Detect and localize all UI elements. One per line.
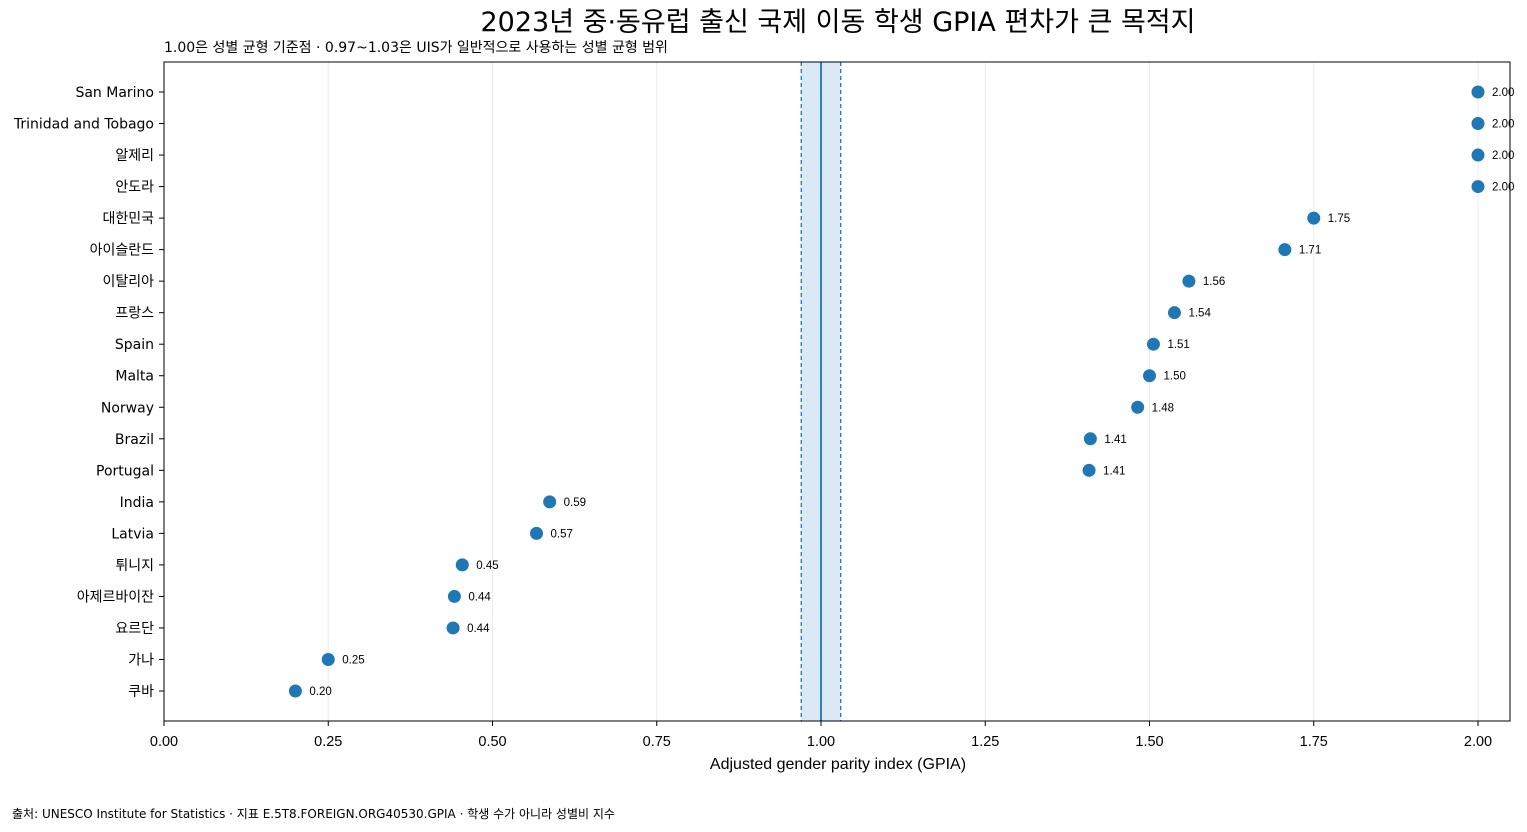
data-label: 1.71	[1299, 245, 1321, 257]
data-label: 1.75	[1328, 213, 1350, 225]
x-tick-label: 1.75	[1300, 734, 1328, 750]
chart-subtitle: 1.00은 성별 균형 기준점 · 0.97~1.03은 UIS가 일반적으로 …	[164, 40, 668, 56]
category-label: Brazil	[115, 432, 154, 448]
data-point	[530, 526, 544, 540]
category-label: 요르단	[115, 621, 154, 637]
chart-title: 2023년 중·동유럽 출신 국제 이동 학생 GPIA 편차가 큰 목적지	[481, 7, 1196, 38]
data-label: 2.00	[1492, 150, 1514, 162]
data-label: 1.51	[1167, 339, 1189, 351]
category-label: 대한민국	[102, 211, 154, 227]
data-label: 1.41	[1104, 434, 1126, 446]
data-label: 1.48	[1152, 402, 1174, 414]
category-label: Portugal	[96, 463, 154, 479]
data-label: 0.45	[476, 560, 498, 572]
axes: 0.00 0.25 0.50 0.75 1.00 1.25 1.50 1.75 2.00	[150, 61, 1511, 750]
category-label: 쿠바	[128, 684, 154, 700]
data-label: 1.41	[1103, 465, 1125, 477]
data-point	[288, 684, 302, 698]
data-point	[1278, 243, 1292, 257]
data-label: 0.57	[551, 528, 573, 540]
data-point	[1471, 85, 1485, 99]
parity-band-group	[800, 62, 842, 721]
category-label: Latvia	[111, 526, 154, 542]
x-tick-label: 0.00	[150, 734, 178, 750]
data-point	[1471, 180, 1485, 194]
category-label: Norway	[101, 400, 154, 416]
data-point	[455, 558, 469, 572]
category-label: 가나	[128, 652, 154, 668]
plot-frame	[163, 61, 1511, 722]
data-label: 0.25	[342, 654, 364, 666]
category-label: Malta	[115, 369, 154, 385]
category-label: 이탈리아	[102, 274, 154, 290]
category-label: Trinidad and Tobago	[13, 117, 154, 133]
data-label: 2.00	[1492, 119, 1514, 131]
x-tick-label: 1.25	[971, 734, 999, 750]
category-labels: San Marino Trinidad and Tobago 알제리안도라대한민국아…	[13, 85, 154, 700]
category-label: 아이슬란드	[90, 243, 155, 259]
data-point	[1143, 369, 1156, 383]
x-axis-label: Adjusted gender parity index (GPIA)	[710, 756, 966, 773]
data-label: 2.00	[1492, 87, 1514, 99]
category-label: India	[120, 495, 154, 511]
category-label: 아제르바이잔	[77, 589, 154, 605]
data-point	[447, 589, 461, 603]
data-point	[1167, 306, 1181, 320]
category-label: 안도라	[115, 180, 154, 196]
data-point	[1083, 432, 1097, 446]
data-point	[1471, 148, 1485, 162]
x-tick-label: 2.00	[1464, 734, 1492, 750]
data-points	[288, 85, 1485, 698]
data-point	[543, 495, 557, 509]
data-point	[1182, 274, 1196, 288]
data-point	[321, 652, 335, 666]
source-note: 출처: UNESCO Institute for Statistics · 지표…	[12, 807, 615, 821]
category-label: San Marino	[75, 85, 154, 101]
data-point	[1471, 117, 1485, 131]
x-tick-label: 0.50	[478, 734, 506, 750]
data-point	[1146, 337, 1160, 351]
data-label: 1.54	[1188, 308, 1211, 320]
x-tick-label: 0.75	[643, 734, 671, 750]
data-labels: 2.00 2.00 2.00 2.00 1.75 1.71 1.56 1.54 1.51 1.50…	[309, 87, 1514, 698]
data-label: 0.59	[564, 497, 586, 509]
data-label: 2.00	[1492, 182, 1514, 194]
x-tick-label: 0.25	[314, 734, 342, 750]
data-label: 1.50	[1164, 371, 1186, 383]
data-point	[1131, 400, 1145, 414]
x-tick-label: 1.00	[807, 734, 835, 750]
data-label: 0.44	[468, 591, 491, 603]
x-tick-label: 1.50	[1135, 734, 1163, 750]
data-point	[446, 621, 460, 635]
data-point	[1082, 463, 1096, 477]
category-label: 알제리	[115, 148, 154, 164]
category-label: Spain	[115, 337, 154, 353]
data-point	[1307, 211, 1321, 225]
data-label: 0.44	[467, 623, 490, 635]
data-label: 0.20	[309, 686, 331, 698]
data-label: 1.56	[1203, 276, 1225, 288]
category-label: 튀니지	[115, 558, 154, 574]
category-label: 프랑스	[115, 306, 154, 322]
